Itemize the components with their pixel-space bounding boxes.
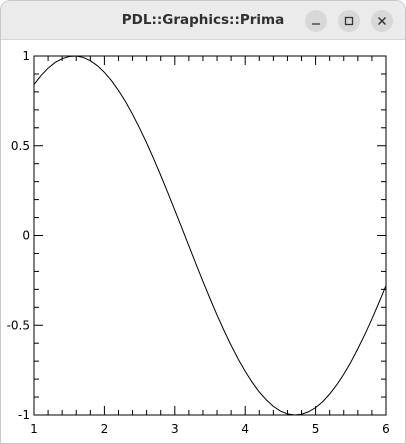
x-tick-label: 2	[101, 422, 109, 436]
y-tick-label: -0.5	[7, 318, 30, 332]
plot-area[interactable]: 1 2 3 4 5 6 1 0.5 0 -0.5 -1	[1, 40, 405, 443]
tick-labels: 1 2 3 4 5 6 1 0.5 0 -0.5 -1	[7, 49, 390, 436]
y-tick-label: 0	[22, 229, 30, 243]
x-tick-label: 3	[171, 422, 179, 436]
window-title: PDL::Graphics::Prima	[121, 12, 285, 28]
plot-frame	[33, 55, 387, 416]
maximize-icon	[344, 16, 354, 26]
y-tick-label: -1	[18, 408, 30, 422]
close-button[interactable]	[371, 10, 393, 32]
maximize-button[interactable]	[338, 10, 360, 32]
axis-ticks	[33, 55, 387, 416]
sine-chart: 1 2 3 4 5 6 1 0.5 0 -0.5 -1	[7, 49, 390, 436]
x-tick-label: 4	[241, 422, 249, 436]
y-tick-label: 0.5	[11, 139, 30, 153]
series-line	[33, 55, 387, 416]
x-tick-label: 6	[382, 422, 390, 436]
y-tick-label: 1	[22, 49, 30, 63]
x-tick-label: 1	[30, 422, 38, 436]
x-tick-label: 5	[312, 422, 320, 436]
close-icon	[378, 17, 386, 25]
minimize-button[interactable]	[305, 10, 327, 32]
title-bar[interactable]: PDL::Graphics::Prima	[1, 1, 405, 40]
minimize-icon	[312, 23, 320, 25]
